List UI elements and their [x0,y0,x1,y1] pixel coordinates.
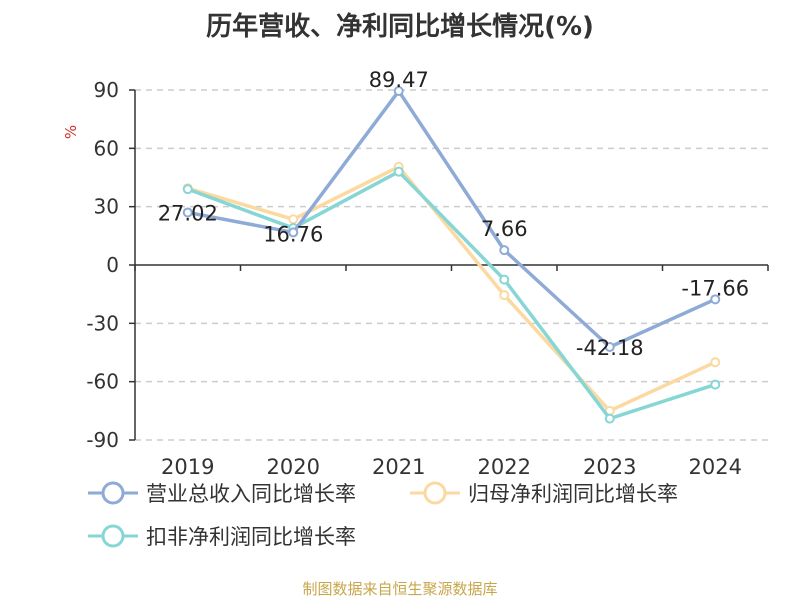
x-tick-label: 2023 [583,455,636,479]
x-tick-label: 2021 [372,455,425,479]
data-label: 16.76 [263,222,323,246]
source-note: 制图数据来自恒生聚源数据库 [302,580,498,598]
y-tick-label: 90 [94,78,119,102]
data-point [710,357,721,368]
legend-label: 营业总收入同比增长率 [146,482,356,506]
x-tick-label: 2019 [161,455,214,479]
x-tick-label: 2022 [478,455,531,479]
y-tick-label: 0 [106,253,119,277]
data-label: 89.47 [369,68,429,92]
data-point [710,379,721,390]
y-tick-label: -60 [86,370,119,394]
data-point [710,294,721,305]
data-point [393,86,404,97]
series-line-1 [187,165,716,413]
legend-marker-icon [88,524,138,548]
data-label: -17.66 [681,276,749,300]
data-label: 7.66 [481,217,528,241]
legend-item-deducted-net-profit-growth[interactable]: 扣非净利润同比增长率 [88,521,356,551]
legend-marker-icon [88,481,138,505]
y-axis-label: % [62,125,80,139]
data-point [182,207,193,218]
legend-item-revenue-growth[interactable]: 营业总收入同比增长率 [88,478,356,508]
y-tick-label: -90 [86,428,119,452]
series-line-0 [187,89,716,349]
y-tick-label: 30 [94,195,119,219]
chart-title: 历年营收、净利同比增长情况(%) [206,12,594,42]
data-point [182,184,193,195]
data-point [604,413,615,424]
legend-marker-icon [410,481,460,505]
data-point [499,290,510,301]
legend-label: 扣非净利润同比增长率 [146,525,356,549]
y-tick-label: 60 [94,136,119,160]
data-point [288,227,299,238]
data-point [499,274,510,285]
x-tick-label: 2024 [689,455,742,479]
legend-item-net-profit-growth[interactable]: 归母净利润同比增长率 [410,478,678,508]
data-point [604,342,615,353]
data-point [499,245,510,256]
y-tick-label: -30 [86,311,119,335]
data-label: -42.18 [576,336,644,360]
legend-label: 归母净利润同比增长率 [468,482,678,506]
data-point [393,166,404,177]
series-line-2 [187,169,716,421]
data-label: 27.02 [158,201,218,225]
x-tick-label: 2020 [267,455,320,479]
